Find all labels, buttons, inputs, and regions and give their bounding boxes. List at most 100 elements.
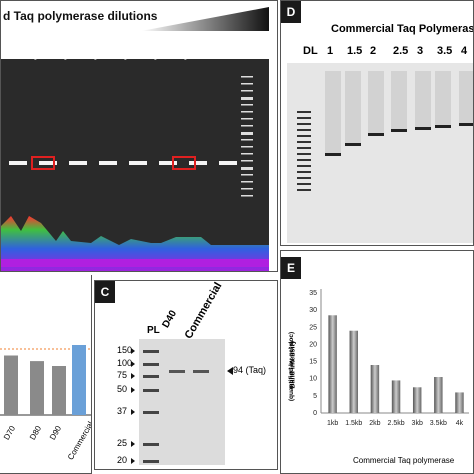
gel-a-band xyxy=(69,161,87,165)
panel-d-title: Commercial Taq Polymerase xyxy=(331,23,474,35)
gel-d-ladder-band xyxy=(297,153,311,155)
gel-a-ladder-band xyxy=(241,153,253,155)
gel-a-ladder-band xyxy=(241,125,253,127)
gel-d-band xyxy=(345,143,361,146)
taq-annotation: 94 (Taq) xyxy=(233,365,267,375)
gel-d-ladder-band xyxy=(297,171,311,173)
gel-a-ladder-band xyxy=(241,90,253,92)
gel-a-ladder-band xyxy=(241,195,253,197)
pl-ladder-band xyxy=(143,443,159,446)
gel-d-ladder-band xyxy=(297,111,311,113)
pl-ladder-band xyxy=(143,375,159,378)
highlight-box xyxy=(172,156,196,170)
gel-a-ladder-band xyxy=(241,132,253,135)
gel-d-band xyxy=(325,153,341,156)
gel-d-lane-label: 2 xyxy=(370,45,377,57)
e-ytick-label: 20 xyxy=(309,341,317,348)
e-xtick-label: 2.5kb xyxy=(387,420,404,427)
e-ytick-label: 0 xyxy=(313,410,317,417)
marker-label: 75 xyxy=(117,370,128,380)
gel-d-band xyxy=(368,133,384,136)
commercial-taq-band xyxy=(193,370,209,373)
marker-label: 25 xyxy=(117,438,128,448)
pl-ladder-band xyxy=(143,411,159,414)
gel-a-ladder-band xyxy=(241,188,253,190)
pl-ladder-band xyxy=(143,350,159,353)
panel-e-letter: E xyxy=(281,257,301,279)
gel-d-ladder-band xyxy=(297,177,311,179)
highlight-box xyxy=(31,156,55,170)
gel-a-band xyxy=(9,161,27,165)
gel-d-ladder-band xyxy=(297,141,311,143)
gel-d-ladder-band xyxy=(297,147,311,149)
gel-d-band xyxy=(415,127,431,130)
e-ytick-label: 10 xyxy=(309,376,317,383)
gel-a-band xyxy=(39,161,57,165)
e-bar xyxy=(434,377,443,413)
pl-ladder-band xyxy=(143,363,159,366)
panel-b-bar xyxy=(72,345,86,415)
panel-a-title: d Taq polymerase dilutions xyxy=(3,9,158,23)
e-bar xyxy=(455,392,464,413)
gel-d-ladder-band xyxy=(297,117,311,119)
gel-a-band xyxy=(189,161,207,165)
gel-d-ladder-band xyxy=(297,129,311,131)
panel-b-chart xyxy=(0,345,91,416)
gel-d-ladder-band xyxy=(297,159,311,161)
panel-d: D Commercial Taq Polymerase DL 1 1.5 2 2.5 3 3… xyxy=(280,0,474,246)
gel-d-lane-label: 3 xyxy=(417,45,424,57)
sds-page-gel xyxy=(131,339,233,465)
dilution-gradient-wedge xyxy=(141,7,269,31)
e-bar xyxy=(412,387,422,413)
marker-label: 50 xyxy=(117,384,128,394)
marker-label: 150 xyxy=(117,345,133,355)
panel-b-bar xyxy=(4,355,18,415)
gel-d-band xyxy=(435,125,451,128)
panel-c-letter: C xyxy=(95,281,115,303)
panel-c: C PL D40 Commercial 150 100 75 50 37 25 20 94 … xyxy=(94,280,278,470)
gel-d-band xyxy=(391,129,407,132)
e-xtick-label: 4k xyxy=(456,420,464,427)
gel-a-ladder-band xyxy=(241,83,253,85)
panel-b-bar xyxy=(52,366,66,415)
gel-a-ladder-band xyxy=(241,118,253,120)
gel-a-ladder-band xyxy=(241,97,253,100)
gel-d-ladder-band xyxy=(297,189,311,191)
gel-d-ladder-band xyxy=(297,123,311,125)
gel-d-lane-label: 1.5 xyxy=(347,45,363,57)
e-ytick-label: 15 xyxy=(309,359,317,366)
e-bar xyxy=(391,380,401,413)
pl-ladder-band xyxy=(143,460,159,463)
e-ytick-label: 35 xyxy=(309,290,317,297)
band-intensity-chart: 0 5 10 15 20 25 30 35 1kb 1.5kb 2kb 2.5kb 3kb 3.5kb 4k xyxy=(309,289,469,427)
gel-a-ladder-band xyxy=(241,76,253,78)
marker-label: 20 xyxy=(117,455,128,465)
pl-lane-label: PL xyxy=(147,325,160,336)
e-xtick-label: 3kb xyxy=(412,420,423,427)
gel-d-lane-label: 3.5 xyxy=(437,45,453,57)
gel-d-ladder-band xyxy=(297,135,311,137)
gel-a-ladder-band xyxy=(241,167,253,170)
gel-a-ladder-band xyxy=(241,104,253,106)
e-ytick-label: 5 xyxy=(313,393,317,400)
e-ytick-label: 30 xyxy=(309,307,317,314)
gel-a-ladder-band xyxy=(241,111,253,113)
gel-d-ladder-band xyxy=(297,183,311,185)
gel-d-lane-label: 1 xyxy=(327,45,334,57)
e-xlabel: Commercial Taq polymerase xyxy=(353,456,455,465)
gel-d-band xyxy=(459,123,473,126)
gel-image-a xyxy=(1,31,277,271)
e-bar xyxy=(349,330,358,413)
pl-ladder-band xyxy=(143,389,159,392)
gel-a-band xyxy=(219,161,237,165)
gel-a-band xyxy=(159,161,177,165)
panel-a: d Taq polymerase dilutions 30 D40 D50 D60 D7… xyxy=(0,0,278,272)
e-bar xyxy=(370,365,380,413)
panel-b: D70 D80 D90 Commercial xyxy=(0,275,92,474)
panel-e: E Band intensity (quantified by gel doc)… xyxy=(280,250,474,474)
gel-a-ladder-band xyxy=(241,174,253,176)
marker-label: 37 xyxy=(117,406,128,416)
gel-a-ladder-band xyxy=(241,146,253,148)
e-xtick-label: 3.5kb xyxy=(430,420,447,427)
gel-image-d xyxy=(287,63,473,243)
